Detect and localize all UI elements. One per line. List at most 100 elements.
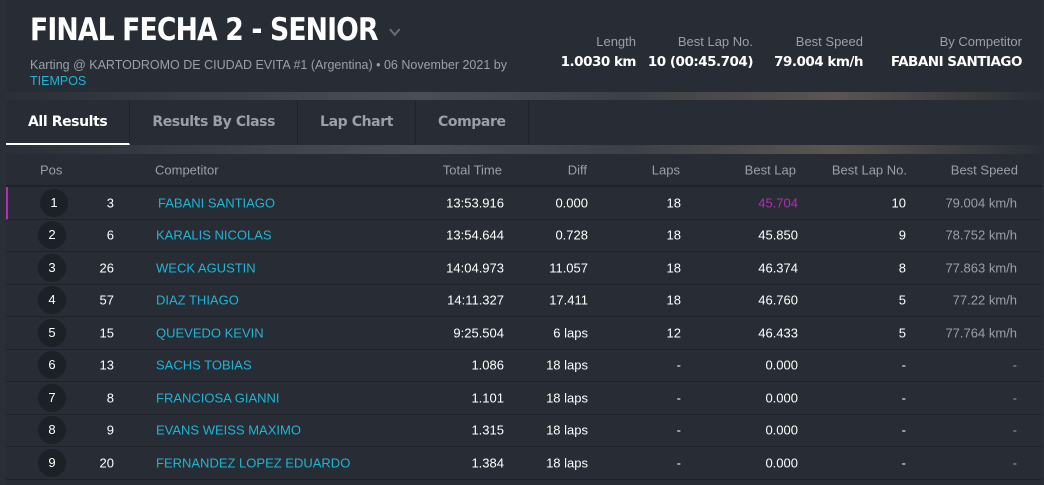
total-time: 1.315 — [471, 422, 504, 438]
best-lap: 0.000 — [765, 390, 798, 406]
best-lap-no: 5 — [898, 292, 906, 308]
competitor-link[interactable]: FRANCIOSA GIANNI — [156, 390, 280, 406]
table-row[interactable]: 9 20 FERNANDEZ LOPEZ EDUARDO 1.384 18 la… — [6, 447, 1042, 480]
table-row[interactable]: 8 9 EVANS WEISS MAXIMO 1.315 18 laps - 0… — [6, 415, 1042, 447]
col-total-time[interactable]: Total Time — [442, 162, 502, 177]
best-speed: - — [1012, 357, 1017, 373]
results-table: Pos Competitor Total Time Diff Laps Best… — [6, 154, 1042, 485]
total-time: 1.086 — [471, 357, 504, 373]
table-row[interactable]: 5 15 QUEVEDO KEVIN 9:25.504 6 laps 12 46… — [6, 317, 1042, 350]
col-pos[interactable]: Pos — [40, 162, 63, 177]
competitor-link[interactable]: FERNANDEZ LOPEZ EDUARDO — [156, 455, 351, 471]
kart-number: 20 — [99, 455, 114, 471]
laps: - — [676, 455, 681, 471]
position-badge: 2 — [38, 221, 66, 250]
tab-all-results[interactable]: All Results — [6, 100, 131, 145]
table-row[interactable]: 7 8 FRANCIOSA GIANNI 1.101 18 laps - 0.0… — [6, 382, 1042, 415]
col-best-lap-no[interactable]: Best Lap No. — [831, 162, 907, 177]
diff: 18 laps — [546, 455, 588, 471]
competitor-link[interactable]: EVANS WEISS MAXIMO — [156, 422, 301, 438]
competitor-link[interactable]: WECK AGUSTIN — [156, 260, 256, 276]
best-lap-no: - — [901, 422, 906, 438]
page-title[interactable]: FINAL FECHA 2 - SENIOR — [30, 12, 401, 48]
organizer-link[interactable]: TIEMPOS — [30, 74, 87, 88]
kart-number: 57 — [99, 292, 114, 308]
position-badge: 7 — [38, 383, 66, 412]
total-time: 13:54.644 — [446, 227, 504, 243]
position-badge: 4 — [38, 286, 66, 315]
laps: 18 — [666, 227, 681, 243]
best-lap-no: - — [901, 357, 906, 373]
best-lap: 0.000 — [765, 357, 798, 373]
total-time: 1.101 — [471, 390, 504, 406]
best-speed: 77.22 km/h — [952, 292, 1017, 308]
event-header: FINAL FECHA 2 - SENIOR Karting @ KARTODR… — [6, 0, 1042, 92]
competitor-link[interactable]: FABANI SANTIAGO — [158, 195, 276, 211]
table-row[interactable]: 4 57 DIAZ THIAGO 14:11.327 17.411 18 46.… — [6, 285, 1042, 317]
table-row[interactable]: 1 3 FABANI SANTIAGO 13:53.916 0.000 18 4… — [6, 187, 1042, 220]
kart-number: 13 — [99, 357, 114, 373]
best-lap-no: 5 — [898, 325, 906, 341]
best-speed: 77.764 km/h — [945, 325, 1017, 341]
diff: 11.057 — [549, 260, 588, 276]
laps: 18 — [666, 195, 681, 211]
best-lap-no: - — [901, 455, 906, 471]
diff: 18 laps — [546, 357, 588, 373]
col-best-lap[interactable]: Best Lap — [744, 162, 796, 177]
table-row[interactable]: 3 26 WECK AGUSTIN 14:04.973 11.057 18 46… — [6, 252, 1042, 285]
col-laps[interactable]: Laps — [651, 162, 680, 177]
stat-best-speed: Best Speed 79.004 km/h — [774, 34, 863, 70]
best-speed: 77.863 km/h — [945, 260, 1017, 276]
best-lap: 46.374 — [758, 260, 798, 276]
best-lap: 46.433 — [758, 325, 798, 341]
total-time: 14:04.973 — [446, 260, 504, 276]
position-badge: 8 — [38, 416, 66, 445]
best-lap-no: 9 — [898, 227, 906, 243]
col-competitor[interactable]: Competitor — [155, 162, 219, 177]
position-badge: 5 — [38, 318, 66, 347]
best-lap-no: - — [901, 390, 906, 406]
laps: 18 — [666, 292, 681, 308]
best-speed: 78.752 km/h — [945, 227, 1017, 243]
best-lap-no: 10 — [891, 195, 906, 211]
table-header: Pos Competitor Total Time Diff Laps Best… — [6, 154, 1042, 187]
position-badge: 3 — [38, 253, 66, 282]
diff: 6 laps — [553, 325, 588, 341]
best-speed: - — [1012, 422, 1017, 438]
best-lap: 46.760 — [758, 292, 798, 308]
event-subtitle: Karting @ KARTODROMO DE CIUDAD EVITA #1 … — [30, 58, 507, 88]
laps: 12 — [666, 325, 681, 341]
tab-compare[interactable]: Compare — [416, 100, 529, 145]
table-row[interactable]: 6 13 SACHS TOBIAS 1.086 18 laps - 0.000 … — [6, 350, 1042, 382]
competitor-link[interactable]: DIAZ THIAGO — [156, 292, 239, 308]
laps: - — [676, 422, 681, 438]
stat-best-lap-no: Best Lap No. 10 (00:45.704) — [647, 34, 754, 70]
table-row[interactable]: 2 6 KARALIS NICOLAS 13:54.644 0.728 18 4… — [6, 220, 1042, 252]
stat-length: Length 1.0030 km — [560, 34, 637, 70]
chevron-down-icon[interactable] — [389, 23, 401, 37]
position-badge: 1 — [40, 188, 68, 217]
tab-bar: All Results Results By Class Lap Chart C… — [6, 100, 1042, 145]
kart-number: 6 — [106, 227, 114, 243]
best-lap: 0.000 — [765, 422, 798, 438]
kart-number: 15 — [99, 325, 114, 341]
diff: 0.728 — [555, 227, 588, 243]
competitor-link[interactable]: QUEVEDO KEVIN — [156, 325, 264, 341]
kart-number: 9 — [106, 422, 114, 438]
diff: 18 laps — [546, 422, 588, 438]
tab-results-by-class[interactable]: Results By Class — [130, 100, 299, 145]
stat-by-competitor: By Competitor FABANI SANTIAGO — [890, 34, 1023, 70]
total-time: 1.384 — [471, 455, 504, 471]
total-time: 14:11.327 — [447, 292, 504, 308]
tab-lap-chart[interactable]: Lap Chart — [298, 100, 416, 145]
best-speed: 79.004 km/h — [945, 195, 1017, 211]
laps: 18 — [666, 260, 681, 276]
competitor-link[interactable]: SACHS TOBIAS — [156, 357, 252, 373]
col-best-speed[interactable]: Best Speed — [950, 162, 1018, 177]
best-lap: 45.850 — [758, 227, 798, 243]
diff: 0.000 — [555, 195, 588, 211]
col-diff[interactable]: Diff — [567, 162, 587, 177]
kart-number: 26 — [99, 260, 114, 276]
competitor-link[interactable]: KARALIS NICOLAS — [156, 227, 272, 243]
total-time: 13:53.916 — [446, 195, 504, 211]
